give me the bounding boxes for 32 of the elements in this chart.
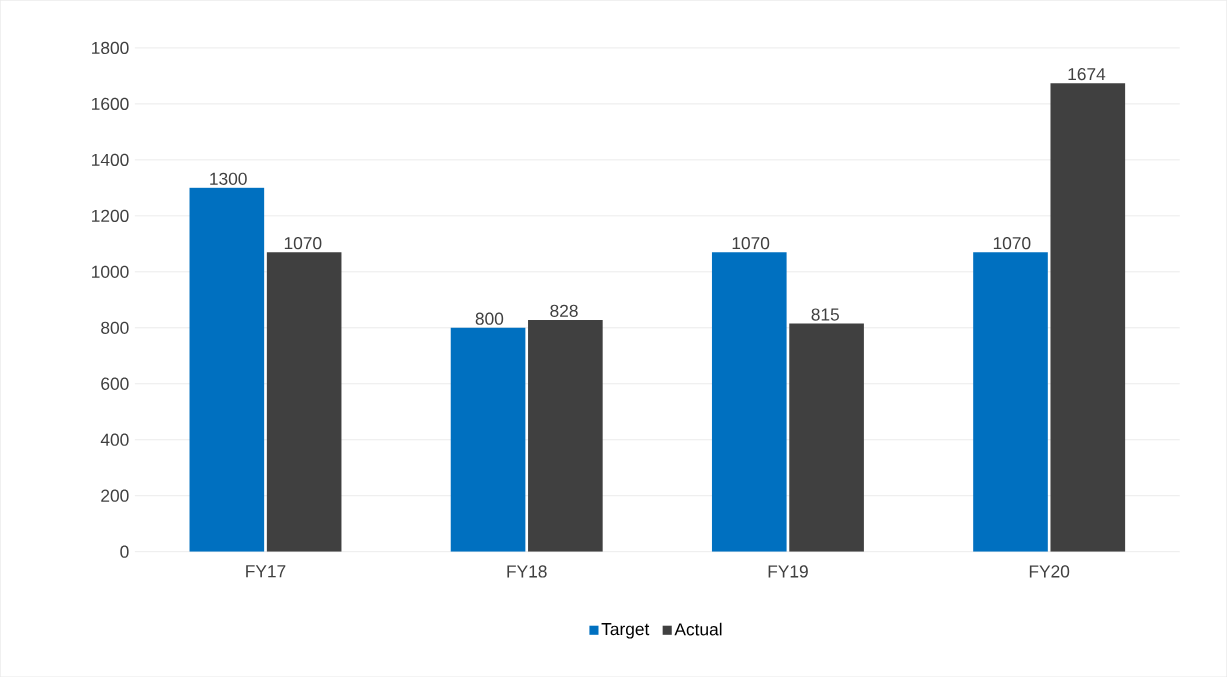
bar xyxy=(528,319,603,552)
y-tick-label: 200 xyxy=(101,489,129,502)
bar xyxy=(189,187,265,552)
bar xyxy=(450,327,526,552)
x-tick-label: FY18 xyxy=(507,565,547,578)
data-label: 1070 xyxy=(284,236,322,250)
data-label: 815 xyxy=(811,308,839,321)
x-tick-label: FY20 xyxy=(1029,565,1070,578)
legend-label: Actual xyxy=(674,622,722,636)
y-tick-label: 0 xyxy=(120,545,129,558)
x-tick-label: FY19 xyxy=(768,565,808,578)
data-label: 1674 xyxy=(1068,67,1106,81)
y-tick-label: 400 xyxy=(100,433,129,446)
bar xyxy=(1050,83,1126,552)
data-label: 1070 xyxy=(993,236,1031,250)
legend-label: Target xyxy=(601,622,650,639)
data-label: 1300 xyxy=(210,172,247,185)
y-tick-label: 1800 xyxy=(92,41,129,54)
data-label: 828 xyxy=(550,304,578,317)
bar xyxy=(789,323,864,552)
y-tick-label: 1600 xyxy=(92,97,129,110)
bar xyxy=(266,252,342,552)
y-tick-label: 1200 xyxy=(92,209,129,222)
y-tick-label: 1000 xyxy=(92,265,129,278)
y-tick-label: 800 xyxy=(101,321,129,334)
x-tick-label: FY17 xyxy=(246,565,286,578)
data-label: 1070 xyxy=(732,236,770,250)
data-label: 800 xyxy=(475,312,504,325)
y-tick-label: 600 xyxy=(101,377,129,390)
y-tick-label: 1400 xyxy=(92,153,129,166)
bar xyxy=(711,252,787,552)
bar xyxy=(973,252,1048,552)
